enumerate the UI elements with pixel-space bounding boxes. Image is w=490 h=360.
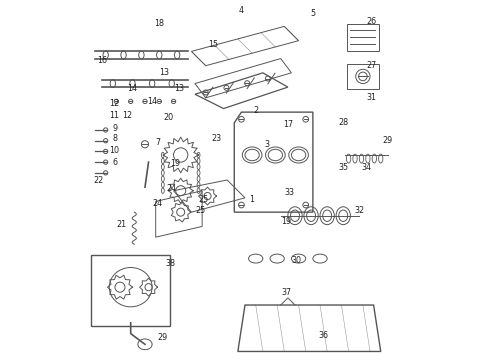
Text: 12: 12	[122, 111, 132, 120]
Text: 14: 14	[127, 84, 138, 93]
Text: 22: 22	[94, 176, 104, 185]
Text: 15: 15	[208, 40, 218, 49]
Bar	[347, 64, 379, 89]
Text: 20: 20	[163, 113, 173, 122]
Text: 29: 29	[158, 333, 168, 342]
Text: 24: 24	[167, 184, 177, 193]
Text: 34: 34	[362, 163, 371, 172]
Text: 13: 13	[174, 84, 184, 93]
Text: 7: 7	[155, 138, 160, 147]
Text: 38: 38	[165, 260, 175, 269]
Text: 17: 17	[283, 120, 293, 129]
Text: 18: 18	[154, 19, 164, 28]
Text: 8: 8	[112, 134, 117, 143]
Text: 1: 1	[249, 195, 255, 204]
Text: 35: 35	[338, 163, 348, 172]
Text: 5: 5	[310, 9, 316, 18]
Text: 16: 16	[97, 56, 107, 65]
Text: 32: 32	[354, 206, 365, 215]
Text: 36: 36	[318, 331, 329, 340]
Text: 28: 28	[338, 118, 348, 127]
Text: 12: 12	[110, 99, 120, 108]
Text: 29: 29	[383, 136, 393, 145]
Text: 27: 27	[367, 61, 377, 70]
Text: 19: 19	[281, 217, 291, 226]
Text: 2: 2	[253, 106, 258, 115]
Text: 10: 10	[110, 146, 120, 155]
Bar	[347, 24, 379, 50]
Text: 6: 6	[112, 158, 117, 167]
Text: 4: 4	[239, 6, 244, 15]
Text: 19: 19	[171, 159, 180, 168]
Text: 30: 30	[292, 256, 302, 265]
Text: 11: 11	[110, 111, 120, 120]
Text: 37: 37	[281, 288, 291, 297]
Text: 21: 21	[117, 220, 127, 229]
Text: 25: 25	[195, 206, 205, 215]
Text: 3: 3	[264, 140, 269, 149]
Text: 9: 9	[112, 124, 117, 133]
Text: 13: 13	[160, 68, 170, 77]
Text: 24: 24	[152, 199, 163, 208]
Text: 25: 25	[199, 195, 209, 204]
Text: 14: 14	[147, 97, 157, 106]
Text: 31: 31	[367, 93, 377, 102]
Text: 26: 26	[367, 17, 377, 26]
Text: 23: 23	[211, 134, 221, 143]
Text: 33: 33	[285, 188, 294, 197]
